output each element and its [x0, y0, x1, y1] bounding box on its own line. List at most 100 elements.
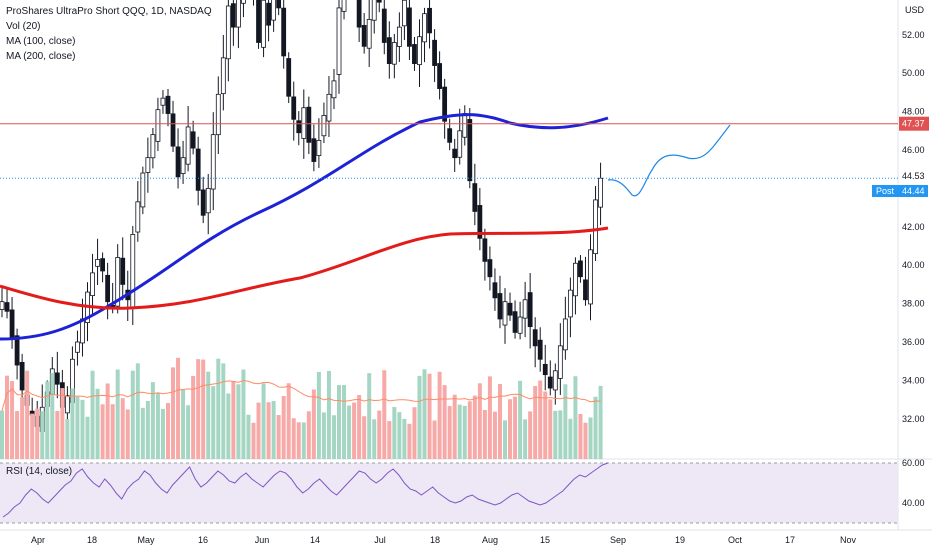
candle-body	[381, 8, 387, 43]
price-tick-label: 50.00	[902, 68, 925, 78]
rsi-tick-label: 60.00	[902, 458, 925, 468]
candle-body	[210, 134, 216, 190]
candle-body	[512, 311, 518, 333]
candle-body	[341, 0, 347, 12]
price-tick-label: 42.00	[902, 222, 925, 232]
candle-body	[236, 0, 241, 28]
candle-body	[230, 3, 236, 28]
candle-body	[170, 113, 176, 147]
candle-body	[155, 109, 161, 142]
volume-bar	[30, 413, 35, 459]
volume-bar	[306, 411, 311, 459]
volume-bar	[447, 406, 452, 459]
rsi-indicator-label[interactable]: RSI (14, close)	[6, 466, 73, 477]
volume-bar	[482, 409, 487, 459]
volume-bar	[160, 408, 165, 459]
candle-body	[306, 106, 312, 143]
price-tick-label: 36.00	[902, 337, 925, 347]
volume-bar	[206, 371, 211, 459]
volume-bar	[492, 411, 497, 459]
resistance-price-tag	[899, 116, 929, 131]
volume-bar	[155, 392, 160, 459]
time-tick-label: 16	[198, 535, 208, 545]
volume-bar	[15, 411, 20, 459]
volume-bar	[10, 381, 15, 459]
time-tick-label: Aug	[482, 535, 498, 545]
volume-bar	[513, 396, 518, 459]
volume-ma-line	[1, 379, 601, 411]
rsi-tick-label: 40.00	[902, 498, 925, 508]
volume-bar	[246, 414, 251, 459]
volume-bar	[251, 422, 256, 459]
candle-body	[472, 183, 478, 212]
candle-body	[401, 0, 407, 27]
candle-body	[467, 119, 473, 182]
symbol-title: ProShares UltraPro Short QQQ, 1D, NASDAQ	[6, 6, 212, 17]
resistance-price-label: 47.37	[902, 119, 925, 129]
candle-body	[241, 0, 246, 4]
candle-body	[115, 257, 121, 307]
volume-bar	[191, 375, 196, 459]
volume-bar	[130, 370, 135, 459]
volume-bar	[553, 410, 558, 459]
last-price-label: 44.53	[902, 171, 925, 181]
volume-bar	[100, 404, 105, 459]
volume-bar	[518, 380, 523, 459]
candle-body	[195, 148, 201, 191]
candle-body	[573, 262, 578, 297]
candles	[0, 0, 603, 446]
candle-body	[180, 157, 186, 174]
time-tick-label: Oct	[728, 535, 743, 545]
candle-body	[557, 345, 563, 379]
candle-body	[135, 201, 141, 233]
volume-bar	[417, 375, 422, 459]
candle-body	[422, 13, 427, 43]
volume-bar	[50, 373, 55, 459]
volume-bar	[95, 388, 100, 459]
volume-bar	[397, 412, 402, 459]
price-tick-label: 46.00	[902, 145, 925, 155]
candle-body	[200, 189, 206, 216]
volume-bar	[80, 399, 85, 459]
volume-bar	[60, 388, 65, 459]
candle-body	[407, 7, 412, 47]
volume-bar	[186, 405, 191, 459]
volume-bar	[427, 373, 432, 459]
ma100-indicator-label[interactable]: MA (100, close)	[6, 36, 76, 47]
volume-bar	[181, 389, 186, 459]
candle-body	[145, 157, 151, 173]
volume-bar	[70, 388, 75, 459]
candle-body	[542, 363, 548, 376]
post-price-tag	[872, 185, 928, 197]
volume-bar	[145, 400, 150, 459]
volume-bar	[90, 370, 95, 459]
volume-bar	[573, 376, 578, 459]
volume-bar	[211, 386, 216, 459]
volume-bar	[392, 407, 397, 459]
candle-body	[271, 0, 277, 21]
volume-bar	[276, 415, 281, 459]
candle-body	[256, 0, 261, 43]
volume-bar	[588, 417, 593, 459]
vol-indicator-label[interactable]: Vol (20)	[6, 21, 41, 32]
volume-bar	[548, 399, 553, 459]
time-tick-label: 18	[87, 535, 97, 545]
candle-body	[567, 289, 573, 318]
candle-body	[105, 274, 111, 303]
candle-body	[95, 259, 100, 267]
time-tick-label: 18	[430, 535, 440, 545]
ma200-indicator-label[interactable]: MA (200, close)	[6, 51, 76, 62]
volume-bar	[0, 410, 4, 459]
volume-bar	[563, 384, 568, 459]
candle-body	[0, 301, 5, 310]
volume-bar	[362, 416, 367, 459]
time-tick-label: Jun	[255, 535, 270, 545]
candle-body	[497, 293, 503, 320]
candle-body	[160, 97, 166, 106]
candle-body	[371, 0, 377, 21]
candle-body	[261, 0, 266, 48]
time-tick-label: 17	[785, 535, 795, 545]
volume-bar	[45, 381, 50, 459]
candle-body	[537, 339, 543, 360]
